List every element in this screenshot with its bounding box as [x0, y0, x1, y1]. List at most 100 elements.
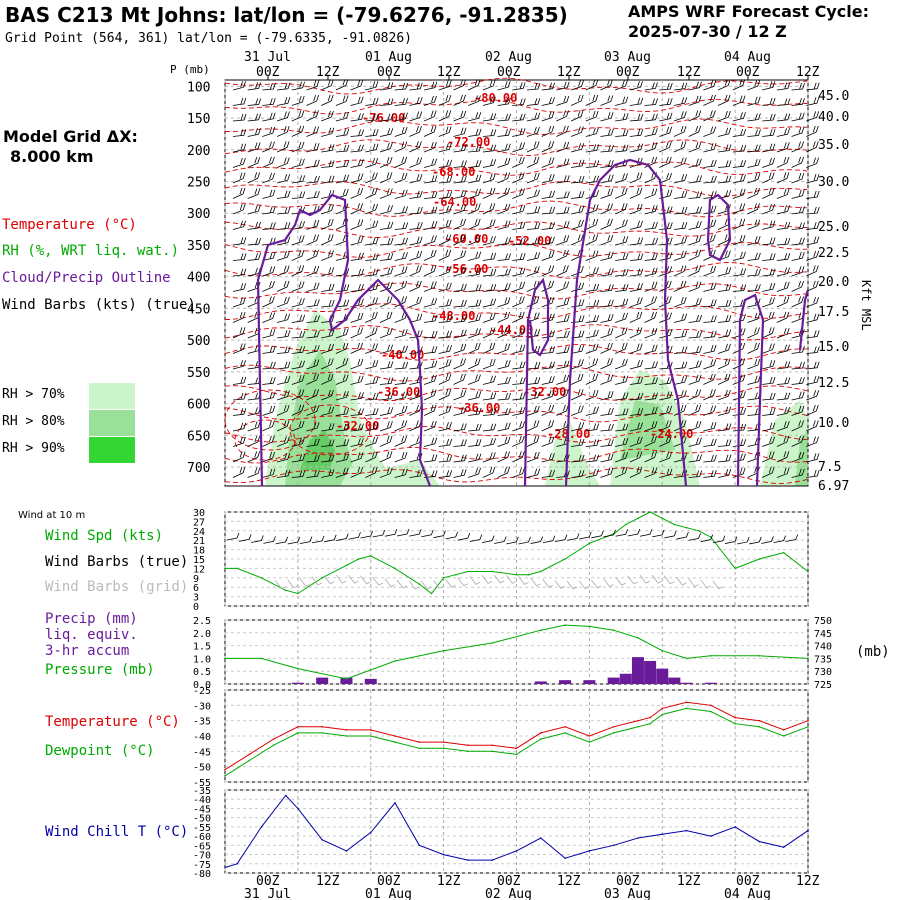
- wind-barb: [306, 345, 320, 354]
- wind-barb: [762, 268, 776, 277]
- wind-barb: [747, 129, 761, 137]
- wind-barb: [497, 283, 511, 292]
- wind-barb: [762, 253, 776, 261]
- wind-barb: [556, 158, 570, 168]
- wind-barb: [718, 267, 732, 277]
- windchill-line-point: [564, 857, 566, 859]
- wind-barb: [379, 281, 393, 292]
- windchill-line-point: [284, 794, 287, 797]
- wind-barb: [732, 234, 746, 246]
- wind-barb: [541, 361, 555, 370]
- wind-barb: [497, 392, 511, 401]
- wind-barb: [615, 312, 628, 323]
- wind-barb: [556, 141, 570, 153]
- wind-barb-grid: [591, 579, 602, 589]
- wind-barb: [644, 188, 658, 199]
- wind-barb: [732, 128, 747, 137]
- pressure-right-tick-label: 725: [814, 680, 832, 691]
- wind-barb: [321, 160, 335, 168]
- wind-barb: [541, 265, 555, 277]
- wind-barb-grid: [615, 576, 626, 586]
- wind-panel-tick-label: 21: [193, 536, 205, 547]
- wind-barb: [379, 98, 394, 106]
- wind-barb: [644, 281, 658, 292]
- cloud-outline: [706, 193, 732, 262]
- wind-barb: [806, 404, 819, 416]
- wind-barb: [262, 296, 275, 308]
- wind-barb: [673, 250, 687, 261]
- wind-barb-true: [494, 536, 507, 544]
- wind-barb: [762, 408, 776, 416]
- wind-barb: [232, 408, 247, 416]
- wind-barb: [703, 438, 717, 447]
- wind-barb-true: [542, 535, 556, 544]
- wind-barb: [673, 190, 688, 199]
- temperature-line-point: [297, 726, 299, 728]
- windchill-panel-tick-label: -55: [193, 823, 211, 834]
- wind-barb: [776, 98, 791, 106]
- precip-bar: [619, 673, 632, 684]
- wind-barb: [776, 467, 790, 478]
- wind-barb: [571, 470, 585, 478]
- temperature-contour: [224, 324, 808, 341]
- pressure-line-point: [297, 667, 299, 670]
- windchill-line-point: [758, 840, 761, 843]
- wind-barb: [762, 113, 776, 122]
- wind-barb: [409, 420, 422, 432]
- wind-barb: [571, 175, 585, 184]
- wind-barb: [644, 406, 658, 416]
- precip-bar: [644, 660, 657, 684]
- wind-barb: [644, 98, 658, 106]
- wind-barb-true: [627, 528, 641, 537]
- wind-barb: [762, 311, 775, 323]
- wind-barb: [394, 377, 408, 385]
- wind-barb: [526, 468, 541, 478]
- wind-speed-line-point: [564, 558, 566, 560]
- wind-barb: [306, 389, 319, 401]
- wind-barb: [291, 158, 305, 168]
- wind-barb: [424, 330, 438, 339]
- wind-barb: [644, 221, 658, 230]
- wind-barb: [600, 144, 614, 153]
- windchill-line-point: [260, 826, 263, 828]
- wind-barb: [423, 95, 437, 106]
- wind-barb: [673, 313, 688, 323]
- wind-barb: [644, 156, 658, 168]
- wind-barb: [262, 468, 276, 478]
- pressure-tick-label: 450: [187, 302, 210, 317]
- wind-barb: [512, 82, 526, 91]
- wind-barb: [585, 175, 600, 184]
- wind-barb: [615, 144, 629, 153]
- wind-barb: [409, 469, 423, 478]
- wind-barb: [482, 327, 496, 339]
- wind-barb-true: [433, 530, 446, 539]
- wind-barb: [232, 187, 246, 199]
- windchill-line-point: [807, 829, 809, 832]
- wind-barb: [394, 189, 408, 199]
- wind-barb: [718, 175, 732, 184]
- wind-speed-line-point: [637, 517, 639, 520]
- temperature-contour-label: -40.00: [381, 348, 424, 362]
- wind-barb: [526, 206, 541, 215]
- wind-barb: [600, 251, 614, 261]
- wind-barb: [438, 175, 453, 184]
- wind-barb: [379, 421, 393, 432]
- wind-barb: [703, 299, 717, 308]
- wind-barb: [262, 172, 275, 184]
- wind-barb: [615, 187, 628, 199]
- wind-barb: [806, 375, 820, 385]
- wind-barb: [747, 203, 760, 215]
- wind-barb: [453, 110, 467, 122]
- wind-barb-true: [239, 534, 252, 542]
- wind-barb: [423, 374, 437, 385]
- wind-barb: [424, 454, 438, 463]
- bottom-hour-label: 12Z: [437, 874, 461, 889]
- wind-barb: [232, 343, 246, 354]
- wind-barb: [541, 313, 555, 323]
- wind-barb: [526, 112, 541, 122]
- wind-barb: [600, 328, 614, 339]
- wind-barb: [482, 79, 496, 91]
- wind-barb: [232, 203, 246, 215]
- bottom-hour-label: 12Z: [316, 874, 340, 889]
- wind-barb: [615, 375, 629, 385]
